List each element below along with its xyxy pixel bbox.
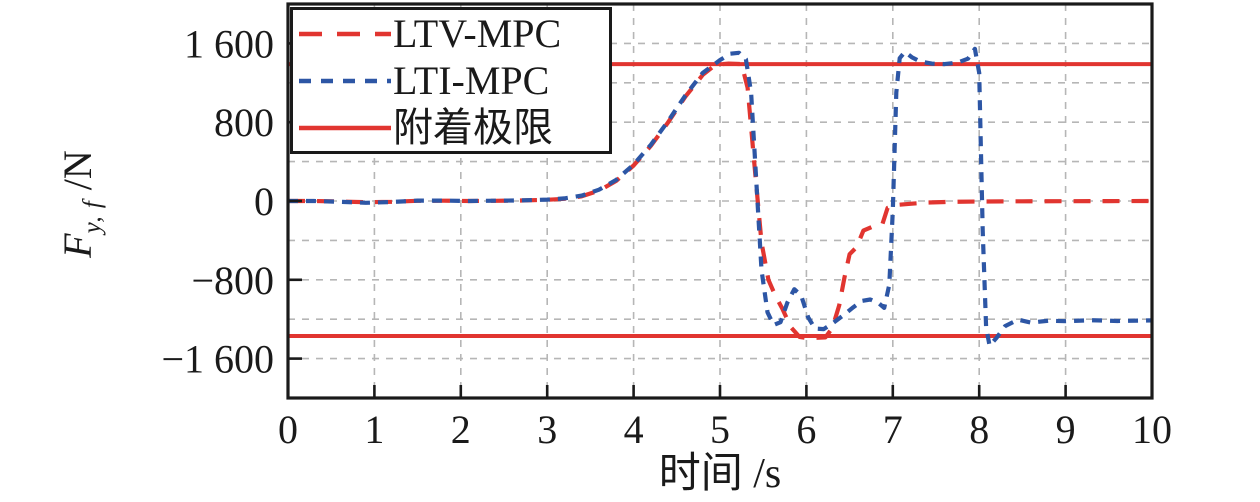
y-tick-label: 1 600 bbox=[184, 21, 274, 66]
y-tick-label: −1 600 bbox=[161, 337, 274, 382]
legend-sample-line-svg bbox=[299, 78, 391, 83]
legend-line-sample-limit bbox=[297, 122, 393, 134]
legend-line-sample-ltv bbox=[297, 28, 393, 40]
legend-sample-line-svg bbox=[299, 125, 391, 130]
y-axis-label-symbol: F bbox=[55, 233, 100, 258]
y-axis-label-subscript: y, f bbox=[79, 200, 106, 234]
legend-sample-line-svg bbox=[299, 31, 391, 36]
x-tick-label: 5 bbox=[710, 407, 730, 452]
x-tick-label: 4 bbox=[624, 407, 644, 452]
legend-item-adhesion-limit: 附着极限 bbox=[293, 105, 609, 151]
y-tick-label: 800 bbox=[214, 100, 274, 145]
x-axis-label: 时间 /s bbox=[658, 451, 782, 497]
legend-item-ltv-mpc: LTV-MPC bbox=[293, 11, 609, 57]
series-ltv-mpc bbox=[288, 61, 1153, 340]
x-tick-label: 0 bbox=[278, 407, 298, 452]
y-axis-label-unit: /N bbox=[55, 150, 100, 201]
y-tick-label: 0 bbox=[254, 179, 274, 224]
y-tick-label: −800 bbox=[191, 258, 274, 303]
series-lti-mpc bbox=[288, 46, 1153, 348]
y-axis-label: Fy, f /N bbox=[55, 14, 106, 394]
legend-label-adhesion-limit: 附着极限 bbox=[393, 104, 553, 150]
x-tick-label: 1 bbox=[364, 407, 384, 452]
legend-line-sample-lti bbox=[297, 75, 393, 87]
x-tick-label: 2 bbox=[451, 407, 471, 452]
legend-label-lti: LTI-MPC bbox=[393, 57, 550, 103]
x-tick-label: 8 bbox=[969, 407, 989, 452]
axes-box bbox=[286, 2, 1154, 400]
x-tick-label: 3 bbox=[537, 407, 557, 452]
x-tick-label: 7 bbox=[883, 407, 903, 452]
x-tick-label: 10 bbox=[1132, 407, 1172, 452]
legend: LTV-MPC LTI-MPC 附着极限 bbox=[290, 7, 612, 154]
x-tick-label: 9 bbox=[1056, 407, 1076, 452]
legend-item-lti-mpc: LTI-MPC bbox=[293, 58, 609, 104]
x-tick-label: 6 bbox=[796, 407, 816, 452]
legend-label-ltv: LTV-MPC bbox=[393, 10, 562, 56]
